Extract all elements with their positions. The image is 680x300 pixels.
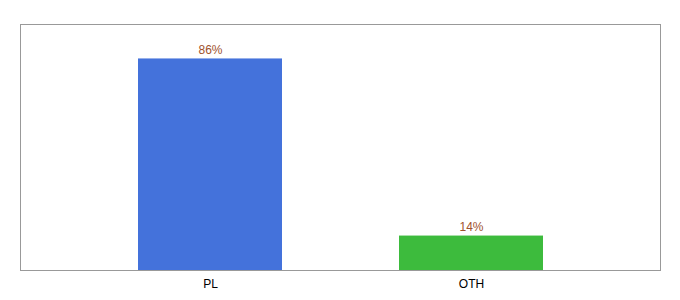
svg-text:86%: 86% (198, 43, 222, 57)
svg-text:OTH: OTH (459, 277, 484, 291)
svg-text:PL: PL (203, 277, 218, 291)
svg-text:14%: 14% (459, 220, 483, 234)
